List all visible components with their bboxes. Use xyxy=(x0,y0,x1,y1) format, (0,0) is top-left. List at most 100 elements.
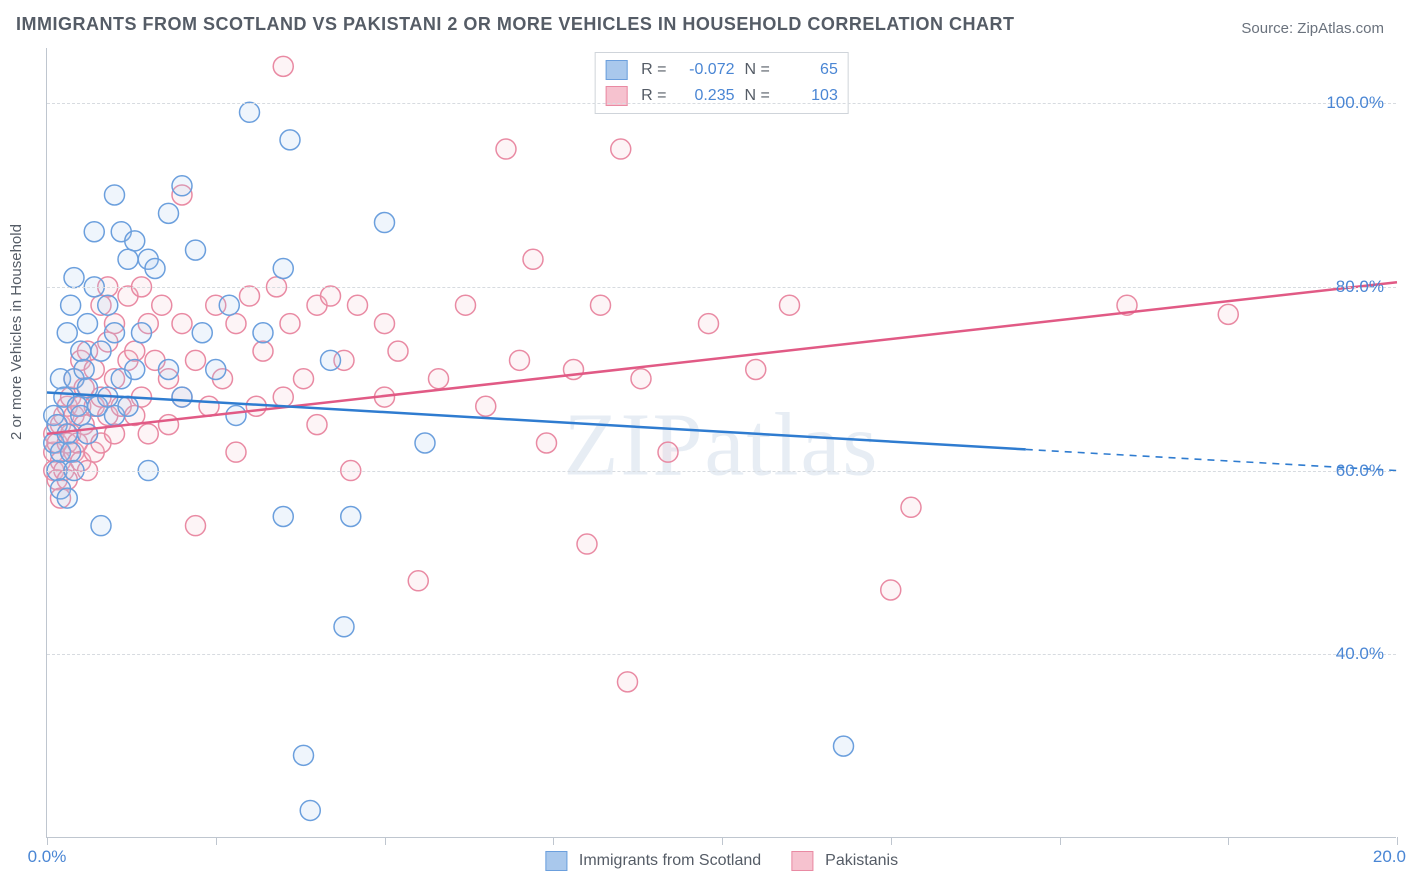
data-point-pakistani xyxy=(611,139,631,159)
data-point-pakistani xyxy=(476,396,496,416)
data-point-pakistani xyxy=(408,571,428,591)
data-point-pakistani xyxy=(496,139,516,159)
data-point-pakistani xyxy=(375,314,395,334)
swatch-scotland xyxy=(605,60,627,80)
data-point-pakistani xyxy=(388,341,408,361)
data-point-pakistani xyxy=(699,314,719,334)
x-tick xyxy=(553,837,554,845)
n-label: N = xyxy=(745,57,770,83)
x-tick-label: 0.0% xyxy=(28,847,67,867)
x-tick xyxy=(891,837,892,845)
data-point-scotland xyxy=(91,341,111,361)
legend-label-scotland: Immigrants from Scotland xyxy=(579,852,761,870)
data-point-pakistani xyxy=(226,314,246,334)
data-point-scotland xyxy=(78,314,98,334)
r-value-pakistani: 0.235 xyxy=(677,83,735,109)
data-point-scotland xyxy=(159,203,179,223)
legend-row-pakistani: R = 0.235 N = 103 xyxy=(605,83,838,109)
data-point-scotland xyxy=(71,341,91,361)
y-tick-label: 60.0% xyxy=(1336,461,1384,481)
chart-plot-area: ZIPatlas R = -0.072 N = 65 R = 0.235 N =… xyxy=(46,48,1396,838)
data-point-scotland xyxy=(61,442,81,462)
data-point-pakistani xyxy=(1218,304,1238,324)
data-point-scotland xyxy=(84,222,104,242)
data-point-scotland xyxy=(273,258,293,278)
data-point-scotland xyxy=(98,295,118,315)
legend-series-box: Immigrants from Scotland Pakistanis xyxy=(545,851,898,871)
x-tick xyxy=(385,837,386,845)
legend-label-pakistani: Pakistanis xyxy=(825,852,898,870)
legend-item-scotland: Immigrants from Scotland xyxy=(545,851,761,871)
data-point-pakistani xyxy=(253,341,273,361)
data-point-pakistani xyxy=(138,424,158,444)
data-point-pakistani xyxy=(152,295,172,315)
data-point-scotland xyxy=(132,323,152,343)
data-point-pakistani xyxy=(780,295,800,315)
scatter-svg xyxy=(47,48,1396,837)
swatch-pakistani xyxy=(791,851,813,871)
y-tick-label: 80.0% xyxy=(1336,277,1384,297)
source-name: ZipAtlas.com xyxy=(1297,20,1384,37)
data-point-pakistani xyxy=(159,415,179,435)
data-point-pakistani xyxy=(901,497,921,517)
data-point-scotland xyxy=(192,323,212,343)
data-point-pakistani xyxy=(510,350,530,370)
data-point-pakistani xyxy=(429,369,449,389)
data-point-scotland xyxy=(341,506,361,526)
gridline-h xyxy=(47,287,1396,288)
data-point-pakistani xyxy=(591,295,611,315)
gridline-h xyxy=(47,471,1396,472)
y-tick-label: 40.0% xyxy=(1336,644,1384,664)
y-tick-label: 100.0% xyxy=(1326,93,1384,113)
data-point-scotland xyxy=(300,800,320,820)
x-tick xyxy=(722,837,723,845)
legend-row-scotland: R = -0.072 N = 65 xyxy=(605,57,838,83)
gridline-h xyxy=(47,654,1396,655)
r-label: R = xyxy=(641,57,666,83)
data-point-scotland xyxy=(118,249,138,269)
data-point-pakistani xyxy=(631,369,651,389)
data-point-pakistani xyxy=(577,534,597,554)
r-value-scotland: -0.072 xyxy=(677,57,735,83)
n-value-scotland: 65 xyxy=(780,57,838,83)
data-point-scotland xyxy=(145,258,165,278)
data-point-pakistani xyxy=(881,580,901,600)
data-point-scotland xyxy=(415,433,435,453)
data-point-pakistani xyxy=(618,672,638,692)
data-point-pakistani xyxy=(186,516,206,536)
data-point-scotland xyxy=(226,405,246,425)
data-point-scotland xyxy=(57,488,77,508)
data-point-scotland xyxy=(105,185,125,205)
data-point-pakistani xyxy=(226,442,246,462)
data-point-pakistani xyxy=(523,249,543,269)
data-point-pakistani xyxy=(321,286,341,306)
r-label: R = xyxy=(641,83,666,109)
data-point-pakistani xyxy=(280,314,300,334)
data-point-scotland xyxy=(321,350,341,370)
n-value-pakistani: 103 xyxy=(780,83,838,109)
data-point-pakistani xyxy=(348,295,368,315)
data-point-scotland xyxy=(186,240,206,260)
data-point-pakistani xyxy=(746,360,766,380)
n-label: N = xyxy=(745,83,770,109)
data-point-scotland xyxy=(273,506,293,526)
data-point-scotland xyxy=(334,617,354,637)
data-point-pakistani xyxy=(240,286,260,306)
data-point-scotland xyxy=(253,323,273,343)
data-point-scotland xyxy=(125,360,145,380)
data-point-pakistani xyxy=(294,369,314,389)
x-tick xyxy=(1397,837,1398,845)
data-point-scotland xyxy=(118,396,138,416)
data-point-scotland xyxy=(375,213,395,233)
data-point-pakistani xyxy=(186,350,206,370)
data-point-scotland xyxy=(125,231,145,251)
data-point-pakistani xyxy=(125,341,145,361)
data-point-scotland xyxy=(91,516,111,536)
data-point-scotland xyxy=(57,323,77,343)
data-point-scotland xyxy=(74,360,94,380)
data-point-pakistani xyxy=(273,56,293,76)
source-citation: Source: ZipAtlas.com xyxy=(1241,20,1384,37)
y-axis-label: 2 or more Vehicles in Household xyxy=(8,224,25,440)
data-point-scotland xyxy=(206,360,226,380)
data-point-scotland xyxy=(64,268,84,288)
